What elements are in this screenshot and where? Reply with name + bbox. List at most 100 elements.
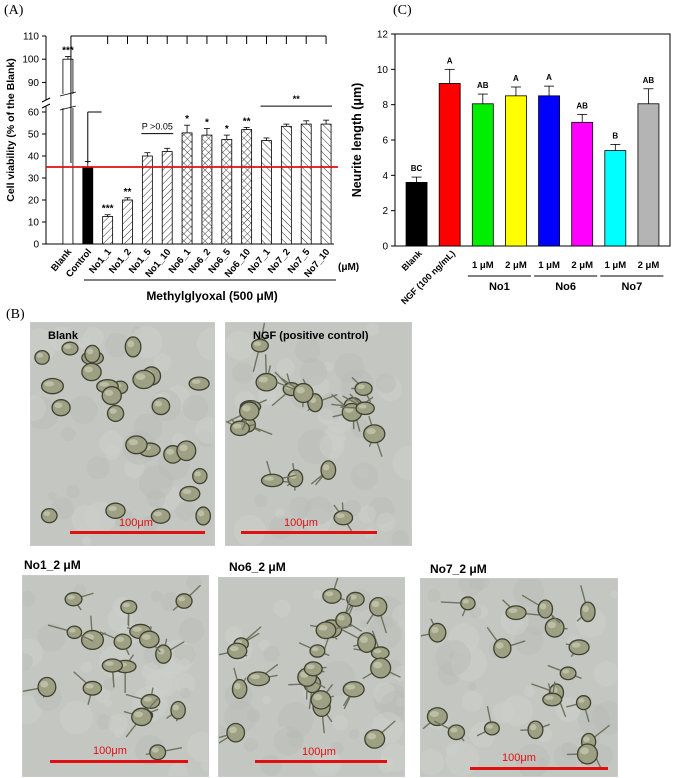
cell [303,661,323,677]
y-axis-label-a: Cell viability (% of the Blank) [5,58,17,202]
background-texture [232,362,254,384]
x-tick-label: 2 μM [638,260,660,271]
cell [493,638,512,659]
background-texture [219,725,227,736]
cell [188,376,210,391]
background-texture [319,433,345,459]
background-texture [258,639,270,652]
y-tick-label: 100 [22,55,39,66]
bar [221,139,233,245]
scale-label: 100μm [284,517,318,529]
bar [161,151,173,245]
background-texture [179,687,191,699]
background-texture [427,588,441,603]
y-tick-label: 10 [28,218,40,229]
background-texture [246,709,261,723]
background-texture [158,485,184,511]
background-texture [83,327,104,349]
cell-highlight [336,513,345,519]
cell [357,632,377,653]
background-texture [104,699,113,708]
cell [101,658,124,673]
significance-letter: A [447,56,453,65]
background-texture [317,408,335,425]
cell-highlight [582,605,589,613]
cell [238,401,260,421]
background-texture [138,465,173,500]
cell [575,695,592,711]
cell [368,596,388,617]
background-texture [304,496,333,525]
background-texture [450,651,459,661]
cell-highlight [109,408,117,414]
background-texture [304,507,332,535]
background-texture [197,430,214,447]
scale-bar [70,531,205,534]
background-texture [104,445,120,461]
cell [64,592,83,607]
cell [315,621,337,640]
y-axis-label-c: Neurite length (μm) [350,83,364,198]
cell [483,721,500,736]
cell [151,397,171,416]
cell [322,588,342,604]
cell-highlight [373,661,383,669]
panel-letter-c: (C) [393,3,412,18]
bar [82,166,94,245]
cell-highlight [122,602,130,608]
background-texture [348,729,360,740]
background-texture [278,726,288,736]
significance-marker: ** [243,116,251,127]
cell-highlight [547,621,557,629]
cell [527,720,544,740]
cell-highlight [345,684,356,690]
neurite-length-chart: Neurite length (μm) 024681012BCBlankANGF… [350,30,671,305]
background-texture [185,576,202,591]
background-texture [469,579,490,591]
cell-highlight [157,648,165,655]
cell [82,680,103,696]
cell-highlight [545,695,554,700]
background-texture [108,713,128,734]
cell-highlight [182,489,192,495]
y-tick-label: 2 [382,206,388,217]
cell [195,506,212,526]
cell-highlight [172,704,180,711]
background-texture [373,682,396,705]
cell-highlight [373,649,382,654]
cell [51,399,71,417]
x-tick-label: 1 μM [604,260,626,271]
significance-marker: *** [62,45,74,56]
cell [131,707,153,727]
background-texture [141,662,160,681]
background-texture [391,604,404,629]
group-annotation: P >0.05 [142,122,173,132]
background-texture [59,700,94,735]
y-tick-label: 20 [28,196,40,207]
background-texture [538,757,548,768]
significance-marker: * [185,114,189,125]
background-texture [555,697,581,723]
cell [40,508,58,524]
cell-highlight [84,366,93,373]
cell-highlight [571,642,581,648]
cell [175,593,193,609]
significance-marker: *** [102,204,114,215]
cell-highlight [529,724,537,731]
background-texture [394,665,404,682]
cell-highlight [132,626,142,632]
background-texture [359,619,369,629]
background-texture [47,491,58,501]
cell-highlight [348,594,357,600]
bar [571,121,594,247]
bar [122,199,133,245]
cell-highlight [306,664,315,670]
cell [364,729,386,749]
background-texture [243,737,258,753]
background-texture [31,395,46,421]
background-texture [186,731,208,762]
cell-highlight [358,404,367,409]
cell [310,690,332,710]
cell-highlight [108,505,117,512]
scale-bar [241,531,377,534]
